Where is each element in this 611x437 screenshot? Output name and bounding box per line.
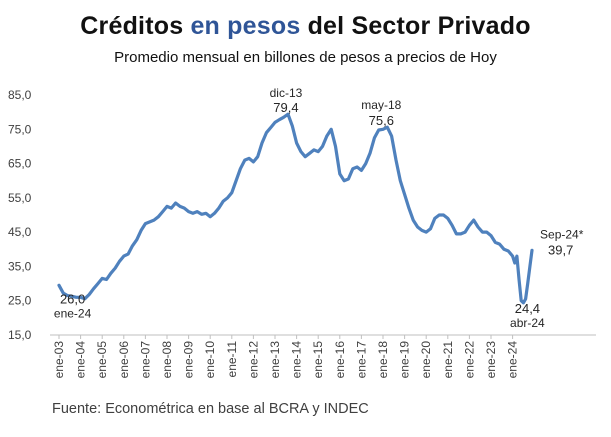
- source-note: Fuente: Econométrica en base al BCRA y I…: [52, 401, 369, 417]
- annotation-date: abr-24: [510, 316, 545, 330]
- series-line: [57, 112, 534, 305]
- y-tick-label: 35,0: [8, 259, 32, 273]
- x-tick-label: ene-18: [376, 341, 390, 379]
- x-tick-label: ene-10: [203, 341, 217, 379]
- annotation-date: may-18: [361, 98, 401, 112]
- annotation-date: Sep-24*: [540, 227, 584, 241]
- x-tick-label: ene-11: [225, 341, 239, 378]
- annotation-date: ene-24: [54, 306, 92, 320]
- title-accent: en pesos: [190, 12, 301, 40]
- title-part1: Créditos: [80, 12, 191, 40]
- y-tick-label: 25,0: [8, 294, 32, 308]
- chart-subtitle: Promedio mensual en billones de pesos a …: [114, 49, 497, 66]
- x-tick-label: ene-03: [52, 341, 66, 379]
- annotation-value: 26,0: [60, 291, 85, 306]
- x-tick-label: ene-14: [290, 341, 304, 379]
- y-tick-label: 15,0: [8, 328, 32, 342]
- title-part3: del Sector Privado: [300, 12, 531, 40]
- x-tick-label: ene-13: [268, 341, 282, 379]
- x-tick-label: ene-23: [484, 341, 498, 379]
- y-tick-label: 75,0: [8, 122, 32, 136]
- x-tick-label: ene-12: [246, 341, 260, 379]
- y-tick-label: 85,0: [8, 88, 32, 102]
- annotation-value: 39,7: [548, 242, 573, 257]
- x-tick-label: ene-20: [419, 341, 433, 379]
- annotation-value: 75,6: [369, 113, 394, 128]
- annotation-value: 79,4: [273, 100, 298, 115]
- x-tick-label: ene-08: [160, 341, 174, 379]
- x-tick-label: ene-05: [95, 341, 109, 379]
- y-tick-label: 55,0: [8, 191, 32, 205]
- y-tick-label: 45,0: [8, 225, 32, 239]
- x-tick-label: ene-07: [138, 341, 152, 379]
- x-tick-label: ene-16: [333, 341, 347, 379]
- x-tick-label: ene-21: [441, 341, 455, 379]
- x-tick-label: ene-15: [311, 341, 325, 379]
- x-tick-label: ene-09: [182, 341, 196, 379]
- chart-title: Créditos en pesos del Sector Privado: [0, 12, 611, 41]
- x-tick-label: ene-17: [354, 341, 368, 379]
- y-tick-label: 65,0: [8, 157, 32, 171]
- x-tick-label: ene-24: [506, 341, 520, 379]
- x-tick-label: ene-22: [462, 341, 476, 379]
- annotation-date: dic-13: [270, 86, 303, 100]
- annotation-value: 24,4: [515, 301, 540, 316]
- x-tick-label: ene-04: [74, 341, 88, 379]
- x-tick-label: ene-19: [398, 341, 412, 379]
- x-tick-label: ene-06: [117, 341, 131, 379]
